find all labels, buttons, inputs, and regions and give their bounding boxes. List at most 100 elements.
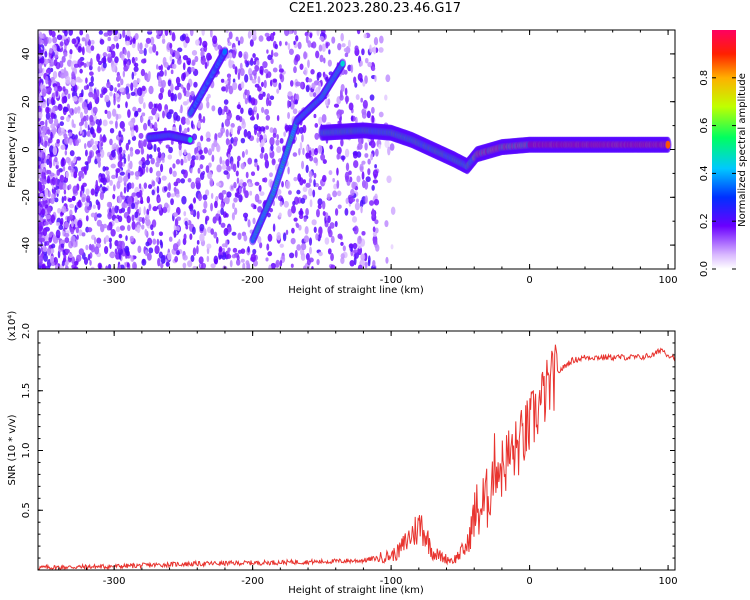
spectrogram-speckle [341,43,346,48]
spectrogram-speckle [41,179,47,185]
spectrogram-speckle [140,116,144,123]
spectrogram-speckle [361,160,366,165]
spectrogram-speckle [52,70,58,79]
spectrogram-speckle [139,42,143,50]
snr-series-line [38,344,675,570]
spectrogram-speckle [283,200,289,208]
spectrogram-speckle [340,138,344,147]
spectrogram-speckle [194,147,197,155]
spectrogram-speckle [217,44,222,50]
spectrogram-speckle [294,99,299,105]
spectrogram-speckle [96,156,102,163]
spectrogram-speckle [350,247,353,252]
spectrogram-speckle [216,182,222,187]
spectrogram-speckle [374,75,377,83]
spectrogram-speckle [250,97,256,106]
spectrogram-speckle [119,121,125,129]
spectrogram-speckle [90,188,96,196]
spectrogram-speckle [226,113,232,121]
spectrogram-speckle [90,138,94,146]
spectrogram-speckle [127,196,133,205]
spectrogram-speckle [51,57,54,66]
spectrogram-speckle [227,75,231,83]
spectrogram-speckle [96,213,102,218]
spectrogram-speckle [170,193,175,198]
spectrogram-speckle [118,208,123,214]
spectrogram-speckle [83,106,89,115]
spectrogram-speckle [203,200,208,209]
spectrogram-speckle [319,226,323,234]
spectrogram-speckle [313,148,319,156]
spectrogram-speckle [141,258,147,266]
spectrogram-speckle [176,249,180,256]
spectrogram-speckle [238,68,241,74]
spectrogram-speckle [345,197,349,205]
spectrogram-speckle [279,137,284,144]
spectrogram-speckle [46,169,52,175]
spectrogram-speckle [375,244,380,252]
spectrogram-speckle [301,133,304,143]
spectrogram-speckle [285,229,289,236]
spectrogram-speckle [56,169,61,176]
spectrogram-speckle [38,181,42,190]
spectrogram-speckle [323,57,326,64]
spectrogram-speckle [213,255,219,265]
spectrogram-speckle [147,30,153,33]
spectrogram-speckle [283,131,287,137]
spectrogram-speckle [243,128,248,138]
spectrogram-speckle [359,60,363,67]
spectrogram-speckle [331,36,336,44]
spectrogram-speckle [340,33,344,42]
spectrogram-speckle [129,121,134,128]
spectrogram-speckle [120,191,123,198]
spectrogram-speckle [305,34,309,44]
spectrogram-speckle [199,164,204,170]
spectrogram-speckle [269,32,275,42]
spectrogram-speckle [63,195,67,202]
spectrogram-speckle [336,146,342,155]
spectrogram-speckle [227,148,231,154]
y-tick-label: -40 [21,237,32,253]
spectrogram-speckle [256,137,260,143]
spectrogram-speckle [111,64,117,73]
spectrogram-speckle [236,104,242,110]
spectrogram-speckle [378,144,382,149]
spectrogram-speckle [55,89,59,98]
spectrogram-speckle [147,184,153,190]
spectrogram-speckle [38,168,41,177]
spectrogram-speckle [48,117,54,125]
spectrogram-speckle [52,146,58,156]
spectrogram-speckle [150,36,155,46]
spectrogram-speckle [183,149,187,156]
spectrogram-speckle [265,125,269,130]
spectrogram-speckle [235,114,241,121]
spectrogram-speckle [156,238,160,246]
spectrogram-speckle [161,175,167,181]
spectrogram-speckle [126,183,130,193]
spectrogram-speckle [161,79,166,89]
spectrogram-x-ticks: -300 -200 -100 0 100 [58,30,678,286]
spectrogram-speckle [305,253,310,261]
spectrogram-speckle [127,206,131,215]
spectrogram-speckle [390,244,394,250]
spectrogram-speckle [68,108,73,114]
spectrogram-speckle [85,77,88,84]
spectrogram-speckle [147,70,151,80]
spectrogram-speckle [170,198,174,206]
spectrogram-speckle [276,188,282,195]
spectrogram-speckle [92,106,98,114]
spectrogram-speckle [309,199,313,208]
spectrogram-speckle [79,68,83,74]
spectrogram-speckle [303,217,307,222]
spectrogram-speckle [175,193,180,198]
spectrogram-speckle [236,255,240,261]
spectrogram-speckle [93,236,97,245]
spectrogram-speckle [68,240,74,249]
spectrogram-speckle [44,188,49,198]
spectrogram-speckle [57,103,63,111]
spectrogram-speckle [356,175,361,183]
spectrogram-speckle [61,205,67,214]
spectrogram-speckle [234,207,238,215]
spectrogram-speckle [218,254,223,259]
spectrogram-speckle [63,38,70,46]
